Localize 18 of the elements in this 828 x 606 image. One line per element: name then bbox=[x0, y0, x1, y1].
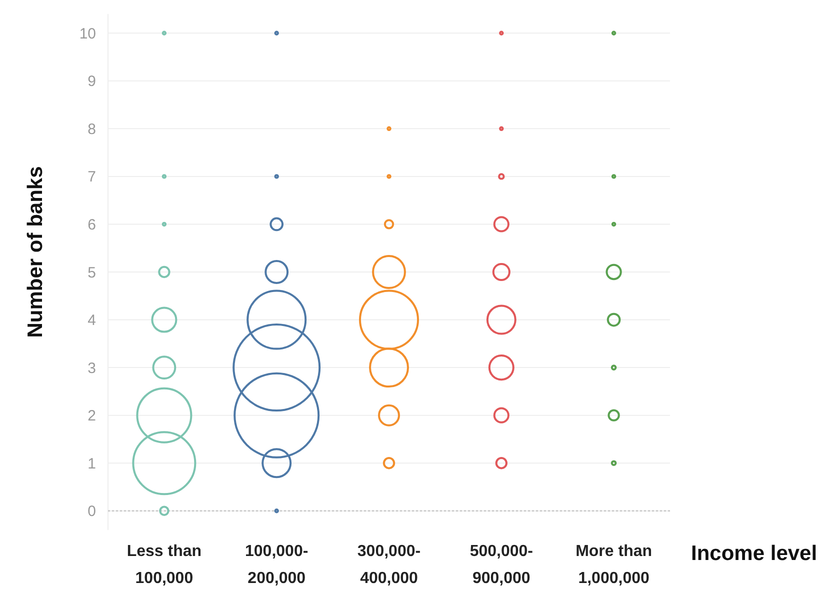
x-tick-label: Less than 100,000 bbox=[126, 543, 202, 587]
x-tick-label: More than 1,000,000 bbox=[576, 543, 652, 587]
y-tick-label: 9 bbox=[88, 73, 96, 90]
y-tick-label: 4 bbox=[88, 312, 96, 330]
y-tick-label: 3 bbox=[88, 360, 96, 377]
x-axis-title: Income level bbox=[691, 542, 818, 565]
x-tick-label: 500,000-900,000 bbox=[470, 543, 533, 587]
x-tick-label: 300,000-400,000 bbox=[357, 543, 421, 587]
y-axis-title: Number of banks bbox=[24, 166, 47, 338]
x-tick-label: 100,000-200,000 bbox=[245, 543, 308, 587]
y-tick-label: 8 bbox=[88, 120, 96, 138]
y-tick-label: 6 bbox=[88, 216, 96, 234]
y-tick-label: 0 bbox=[88, 503, 96, 520]
y-tick-label: 5 bbox=[88, 264, 96, 282]
y-tick-label: 1 bbox=[88, 455, 96, 472]
y-tick-label: 2 bbox=[88, 408, 96, 425]
y-tick-label: 7 bbox=[88, 168, 96, 186]
y-tick-label: 10 bbox=[79, 25, 96, 42]
